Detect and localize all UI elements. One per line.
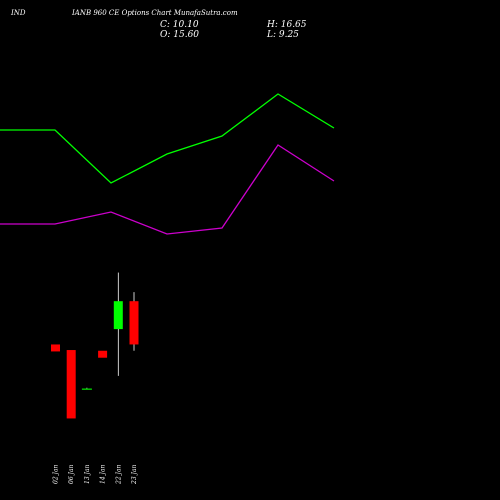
x-tick-label: 13 Jan xyxy=(84,464,91,484)
x-tick-label: 14 Jan xyxy=(100,464,107,484)
overlay-line-1 xyxy=(0,93,335,184)
x-tick-label: 06 Jan xyxy=(68,464,75,484)
overlay-line-2 xyxy=(0,144,335,235)
close-value: C: 10.10 xyxy=(160,20,199,30)
candle-body xyxy=(51,344,60,352)
high-low-readout: H: 16.65 L: 9.25 xyxy=(267,20,307,40)
x-tick-label: 23 Jan xyxy=(131,464,138,485)
symbol-label: IND xyxy=(11,9,26,17)
candle-body xyxy=(66,350,76,419)
candle-body xyxy=(113,301,123,330)
candle-body xyxy=(81,388,92,390)
x-tick-label: 02 Jan xyxy=(53,464,60,484)
candle-body xyxy=(129,301,139,345)
x-tick-label: 22 Jan xyxy=(115,464,122,485)
open-value: O: 15.60 xyxy=(160,30,200,40)
low-value: L: 9.25 xyxy=(267,30,299,40)
candle-body xyxy=(98,350,108,358)
high-value: H: 16.65 xyxy=(267,20,307,30)
chart-subtitle: IANB 960 CE Options Chart MunafaSutra.co… xyxy=(72,9,238,17)
open-close-readout: C: 10.10 O: 15.60 xyxy=(160,20,199,40)
